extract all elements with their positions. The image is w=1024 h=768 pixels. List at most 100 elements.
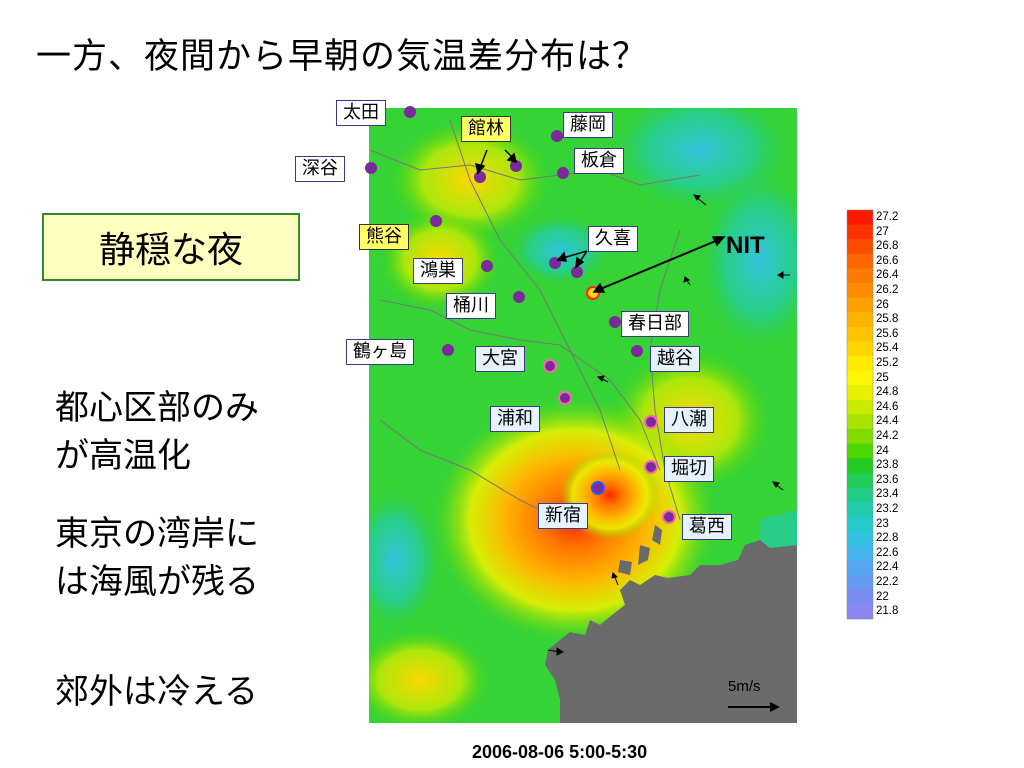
station-dot <box>404 106 416 118</box>
colorbar-tick-label: 22.2 <box>876 576 899 588</box>
colorbar-tick-label: 22.6 <box>876 546 899 559</box>
colorbar-swatch <box>847 356 873 372</box>
station-label: 八潮 <box>664 407 714 433</box>
colorbar-swatch <box>847 399 873 415</box>
colorbar-tick-label: 27.2 <box>876 211 899 223</box>
station-dot <box>442 344 454 356</box>
colorbar-tick-label: 22.8 <box>876 532 899 545</box>
colorbar-swatch <box>847 575 873 591</box>
colorbar-tick-label: 24.2 <box>876 430 899 442</box>
station-dot <box>474 171 486 183</box>
colorbar-tick-label: 27 <box>876 225 889 238</box>
colorbar-tick-label: 24.8 <box>876 386 899 399</box>
wind-scale-label: 5m/s <box>728 678 761 695</box>
bay-pier <box>652 525 662 545</box>
station-label: 鴻巣 <box>413 258 463 284</box>
station-dot <box>609 316 621 328</box>
colorbar-tick-label: 26.2 <box>876 284 899 296</box>
colorbar-tick-label: 26.4 <box>876 269 899 282</box>
station-label: 藤岡 <box>563 112 613 138</box>
tokyo-bay <box>545 540 797 723</box>
colorbar-tick-label: 25 <box>876 371 889 384</box>
colorbar-swatch <box>847 502 873 518</box>
station-dot <box>543 359 557 373</box>
colorbar-swatch <box>847 560 873 576</box>
station-dot <box>551 130 563 142</box>
station-dot <box>481 260 493 272</box>
colorbar-swatch <box>847 458 873 474</box>
wind-scale-arrow <box>728 702 780 712</box>
station-dot <box>571 266 583 278</box>
colorbar-swatch <box>847 589 873 605</box>
colorbar-swatch <box>847 253 873 269</box>
colorbar-swatch <box>847 239 873 255</box>
station-label: 桶川 <box>446 293 496 319</box>
station-dot <box>644 460 658 474</box>
station-dot <box>557 167 569 179</box>
station-label: 熊谷 <box>359 224 409 250</box>
colorbar-tick-label: 23.6 <box>876 473 899 486</box>
nit-label: NIT <box>726 232 765 259</box>
colorbar-tick-label: 23.4 <box>876 488 899 501</box>
colorbar-tick-label: 21.8 <box>876 605 899 618</box>
station-label: 太田 <box>336 100 386 126</box>
station-label: 大宮 <box>475 346 525 372</box>
station-dot-shinjuku <box>591 481 605 495</box>
colorbar-swatch <box>847 414 873 430</box>
note-urban-heat: 都心区部のみ が高温化 <box>55 384 259 480</box>
colorbar-tick-label: 25.4 <box>876 342 899 355</box>
colorbar-tick-label: 23.8 <box>876 459 899 472</box>
colorbar-swatch <box>847 487 873 503</box>
note-line: は海風が残る <box>55 562 259 602</box>
note-line: 郊外は冷える <box>55 672 258 712</box>
colorbar-swatch <box>847 268 873 284</box>
colorbar-swatch <box>847 545 873 561</box>
station-label: 越谷 <box>650 346 700 372</box>
colorbar-tick-label: 24.4 <box>876 415 899 428</box>
station-label: 春日部 <box>621 311 689 337</box>
colorbar-swatch <box>847 297 873 313</box>
timestamp: 2006-08-06 5:00-5:30 <box>472 742 648 762</box>
colorbar-swatch <box>847 429 873 445</box>
station-dot <box>662 510 676 524</box>
colorbar-tick-label: 25.2 <box>876 357 899 369</box>
colorbar-swatch <box>847 604 873 620</box>
wind-vectors <box>547 194 790 656</box>
colorbar-tick-label: 26.6 <box>876 254 899 267</box>
colorbar-swatch <box>847 312 873 328</box>
station-label: 浦和 <box>490 406 540 432</box>
colorbar-tick-label: 25.8 <box>876 313 899 326</box>
colorbar-swatch <box>847 385 873 401</box>
colorbar-swatch <box>847 210 873 226</box>
colorbar-tick-label: 24 <box>876 444 889 457</box>
bay-pier <box>618 560 632 575</box>
colorbar-swatch <box>847 224 873 240</box>
station-dot <box>430 215 442 227</box>
condition-label: 静穏な夜 <box>42 213 300 281</box>
colorbar <box>846 209 874 620</box>
station-dot <box>558 391 572 405</box>
note-line: 東京の湾岸に <box>55 514 259 554</box>
colorbar-swatch <box>847 472 873 488</box>
colorbar-tick-label: 25.6 <box>876 327 899 340</box>
station-label: 葛西 <box>682 514 732 540</box>
colorbar-tick-label: 22 <box>876 590 889 603</box>
colorbar-frame <box>846 209 874 620</box>
station-label: 久喜 <box>588 226 638 252</box>
colorbar-tick-label: 24.6 <box>876 400 899 413</box>
station-label: 堀切 <box>664 456 714 482</box>
colorbar-swatch <box>847 443 873 459</box>
note-line: 都心区部のみ <box>55 388 259 428</box>
note-line: が高温化 <box>55 436 191 476</box>
colorbar-swatch <box>847 283 873 299</box>
station-dot <box>510 160 522 172</box>
station-dot <box>513 291 525 303</box>
station-label: 新宿 <box>538 503 588 529</box>
colorbar-swatch <box>847 326 873 342</box>
colorbar-tick-label: 22.4 <box>876 561 899 574</box>
colorbar-tick-label: 26.8 <box>876 240 899 253</box>
colorbar-swatch <box>847 341 873 357</box>
station-dot <box>644 415 658 429</box>
bay-pier <box>638 545 650 565</box>
